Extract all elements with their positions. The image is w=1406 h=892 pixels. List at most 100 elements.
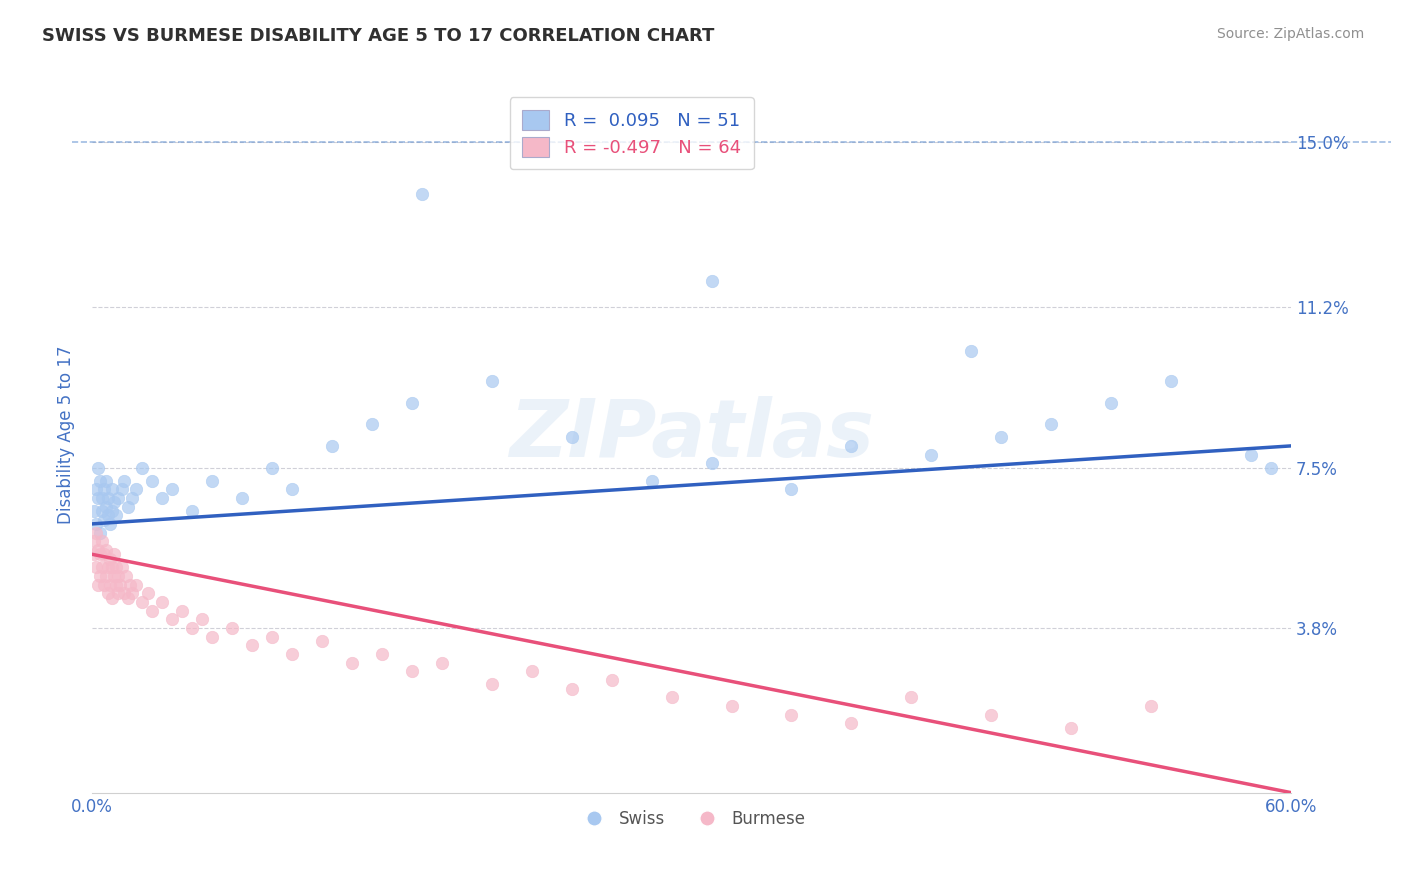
Point [920,448,942,462]
Point [97,560,120,574]
Point [960,343,983,358]
Point [104,577,127,591]
Point [280,647,302,661]
Point [98,577,121,591]
Point [94,474,117,488]
Point [221,621,243,635]
Point [98,551,121,566]
Point [231,491,253,505]
Point [121,586,143,600]
Point [87,542,110,557]
Point [780,482,803,496]
Point [87,491,110,505]
Point [107,586,129,600]
Point [98,516,121,531]
Point [1260,460,1282,475]
Point [980,707,1002,722]
Point [141,604,163,618]
Point [93,577,115,591]
Point [83,547,105,561]
Point [107,491,129,505]
Point [111,560,134,574]
Point [84,560,107,574]
Point [125,577,148,591]
Point [640,474,662,488]
Point [101,591,124,605]
Point [561,681,583,696]
Text: Source: ZipAtlas.com: Source: ZipAtlas.com [1216,27,1364,41]
Point [401,395,423,409]
Point [311,634,333,648]
Point [93,512,115,526]
Point [107,569,129,583]
Point [103,547,125,561]
Point [101,504,124,518]
Point [90,491,112,505]
Point [118,577,141,591]
Point [1160,374,1182,388]
Point [94,569,117,583]
Point [89,525,111,540]
Point [661,690,683,705]
Point [84,516,107,531]
Point [700,456,723,470]
Point [1240,448,1263,462]
Point [340,656,363,670]
Point [125,482,148,496]
Point [104,560,127,574]
Point [700,274,723,288]
Point [93,547,115,561]
Point [94,542,117,557]
Point [108,577,131,591]
Point [104,508,127,523]
Point [321,439,343,453]
Point [121,491,143,505]
Point [93,482,115,496]
Point [150,595,173,609]
Point [131,595,153,609]
Point [1140,698,1163,713]
Point [841,439,863,453]
Point [90,504,112,518]
Text: ZIPatlas: ZIPatlas [509,396,875,474]
Point [561,430,583,444]
Point [201,474,224,488]
Point [101,560,124,574]
Point [131,460,153,475]
Point [841,716,863,731]
Point [89,474,111,488]
Point [990,430,1012,444]
Point [401,665,423,679]
Point [84,482,107,496]
Point [1060,721,1083,735]
Point [117,591,139,605]
Point [90,560,112,574]
Point [103,569,125,583]
Point [170,604,193,618]
Point [160,482,183,496]
Point [481,677,503,691]
Point [84,525,107,540]
Point [180,621,202,635]
Point [89,547,111,561]
Point [280,482,302,496]
Text: SWISS VS BURMESE DISABILITY AGE 5 TO 17 CORRELATION CHART: SWISS VS BURMESE DISABILITY AGE 5 TO 17 … [42,27,714,45]
Point [780,707,803,722]
Legend: Swiss, Burmese: Swiss, Burmese [571,803,813,834]
Point [87,460,110,475]
Point [114,569,136,583]
Point [97,508,120,523]
Point [90,534,112,549]
Point [97,586,120,600]
Point [720,698,742,713]
Point [481,374,503,388]
Point [191,612,214,626]
Point [94,500,117,514]
Point [411,187,433,202]
Point [240,638,263,652]
Point [83,534,105,549]
Point [520,665,543,679]
Point [103,495,125,509]
Point [87,577,110,591]
Point [111,482,134,496]
